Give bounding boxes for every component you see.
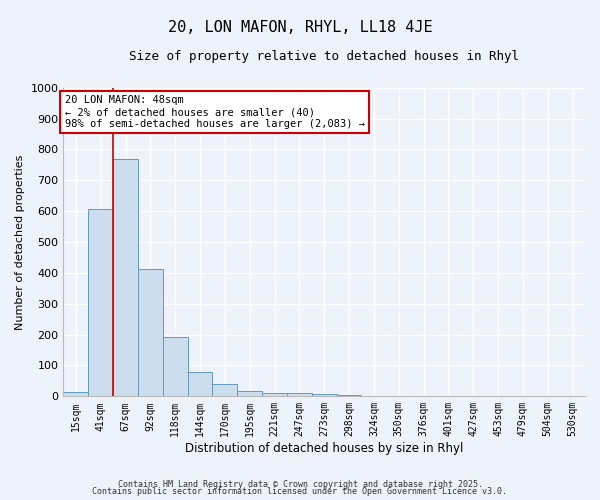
Bar	[237, 391, 262, 396]
Text: 20 LON MAFON: 48sqm
← 2% of detached houses are smaller (40)
98% of semi-detache: 20 LON MAFON: 48sqm ← 2% of detached hou…	[65, 96, 365, 128]
Bar	[88, 208, 113, 396]
Bar	[188, 372, 212, 396]
Bar	[163, 337, 188, 396]
Bar	[212, 384, 237, 396]
Bar	[262, 392, 287, 396]
Bar	[138, 269, 163, 396]
X-axis label: Distribution of detached houses by size in Rhyl: Distribution of detached houses by size …	[185, 442, 463, 455]
Y-axis label: Number of detached properties: Number of detached properties	[15, 154, 25, 330]
Bar	[312, 394, 337, 396]
Bar	[337, 395, 361, 396]
Text: 20, LON MAFON, RHYL, LL18 4JE: 20, LON MAFON, RHYL, LL18 4JE	[167, 20, 433, 35]
Bar	[64, 392, 88, 396]
Bar	[287, 393, 312, 396]
Text: Contains public sector information licensed under the Open Government Licence v3: Contains public sector information licen…	[92, 488, 508, 496]
Text: Contains HM Land Registry data © Crown copyright and database right 2025.: Contains HM Land Registry data © Crown c…	[118, 480, 482, 489]
Title: Size of property relative to detached houses in Rhyl: Size of property relative to detached ho…	[129, 50, 519, 63]
Bar	[113, 158, 138, 396]
